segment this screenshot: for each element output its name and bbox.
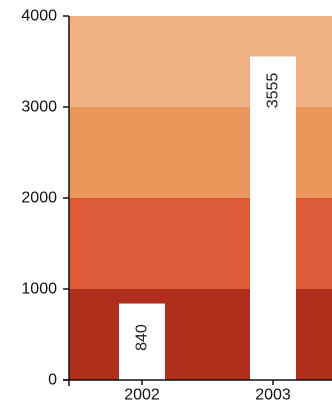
bar-2002 — [119, 303, 165, 380]
y-axis-ticks: 0 1000 2000 3000 4000 — [21, 8, 69, 389]
data-label-2002: 840 — [134, 324, 151, 351]
bars — [119, 56, 296, 381]
y-tick-label-2000: 2000 — [21, 190, 57, 207]
x-tick-label-2002: 2002 — [124, 387, 160, 401]
x-tick-label-2003: 2003 — [255, 387, 291, 401]
y-tick-label-1000: 1000 — [21, 281, 57, 298]
y-tick-label-3000: 3000 — [21, 99, 57, 116]
axes — [63, 16, 332, 386]
y-tick-label-0: 0 — [48, 372, 57, 389]
y-tick-label-4000: 4000 — [21, 8, 57, 25]
data-label-2003: 3555 — [265, 73, 282, 109]
bar-2003 — [250, 56, 296, 381]
x-axis-ticks: 2002 2003 — [124, 380, 291, 401]
data-labels: 840 3555 — [134, 73, 282, 351]
